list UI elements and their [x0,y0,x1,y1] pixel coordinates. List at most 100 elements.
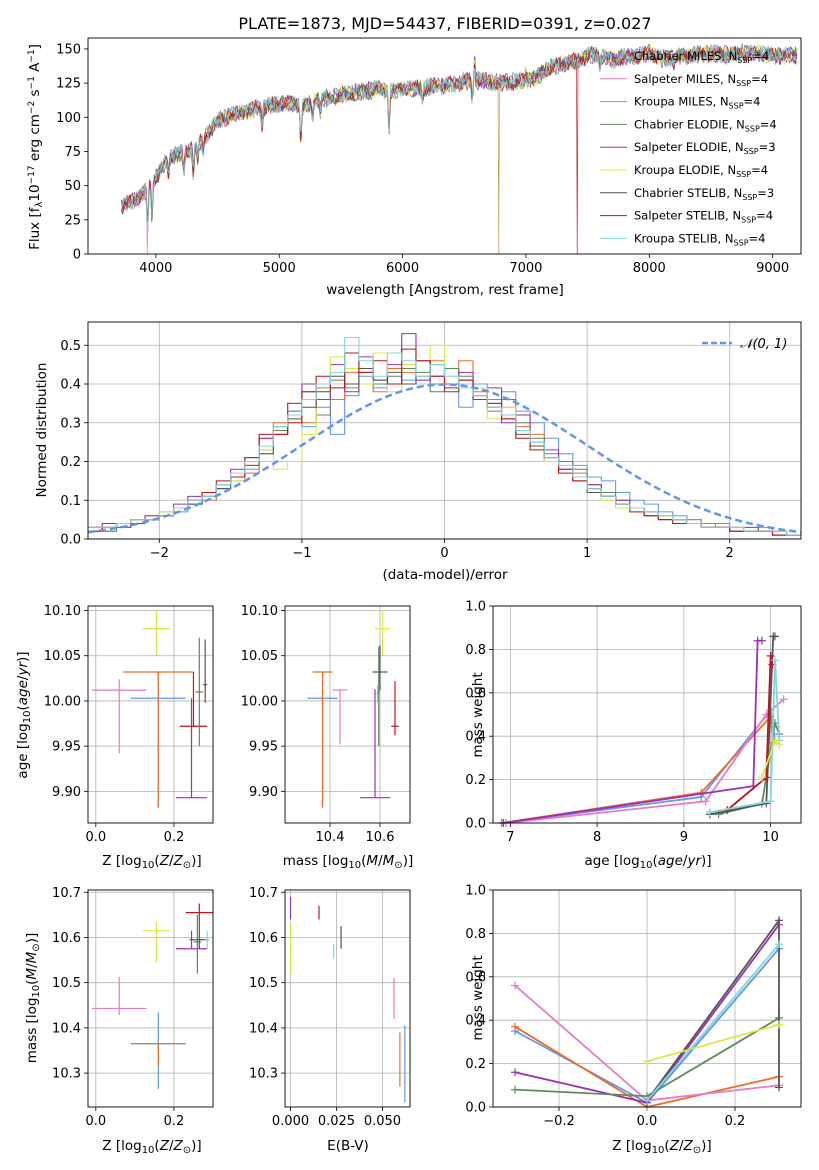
y-tick-label: 0.4 [465,1014,486,1029]
svg-text:Z [log10(Z/Z⊙)]: Z [log10(Z/Z⊙)] [102,1138,201,1156]
x-tick-label: 0.2 [164,830,185,845]
axes-frame [87,321,802,540]
residuals-x-axis-label: (data-model)/error [382,567,508,583]
weight-series-line [501,714,775,824]
x-tick-label: 9 [680,830,688,845]
errorbar-point [91,976,147,1016]
x-tick-label: 0.0 [637,1114,658,1129]
y-tick-label: 10.6 [52,931,81,946]
y-tick-label: 0.1 [60,494,81,509]
spectrum-legend: Chabrier MILES, NSSP=4 Salpeter MILES, NS… [600,49,777,247]
legend-entry-label: Kroupa STELIB, NSSP=4 [634,231,765,247]
spectrum-series-line [120,43,798,231]
y-tick-label: 150 [56,42,81,57]
spectrum-series-line [120,45,798,254]
weight-axis-label-b: mass weight [470,955,486,1040]
mass-axis-label-b: mass [log10(M/M⊙)] [24,933,42,1063]
axes-frame [492,605,802,824]
y-tick-label: 0.3 [60,416,81,431]
x-tick-label: −0.2 [543,1114,575,1129]
svg-text:E(B-V): E(B-V) [327,1138,369,1154]
x-tick-label: 10 [762,830,779,845]
svg-text:Z [log10(Z/Z⊙)]: Z [log10(Z/Z⊙)] [612,1138,711,1156]
x-tick-label: −1 [292,546,311,561]
y-tick-label: 1.0 [465,884,486,899]
y-tick-label: 10.5 [52,976,81,991]
y-tick-label: 50 [64,179,81,194]
weight-series [502,695,788,827]
y-tick-label: 0 [73,248,81,263]
y-tick-label: 25 [64,213,81,228]
axes-frame [284,889,411,1108]
svg-text:mass [log10(M/M⊙)]: mass [log10(M/M⊙)] [283,853,413,871]
y-tick-label: 0.2 [60,455,81,470]
errorbar-point [332,689,348,745]
axes-frame [87,37,802,255]
y-tick-label: 10.05 [241,649,278,664]
x-tick-label: 8000 [633,261,666,276]
x-tick-label: 6000 [386,261,419,276]
x-tick-label: 0.050 [364,1114,401,1129]
x-tick-label: 8 [593,830,601,845]
y-tick-label: 0.8 [465,927,486,942]
residuals-legend: 𝒩(0, 1) [702,337,787,352]
x-tick-label: 0 [440,546,448,561]
legend-entry-label: Kroupa MILES, NSSP=4 [634,95,760,111]
weight-series-line [503,639,762,824]
legend-entry-label: Chabrier MILES, NSSP=4 [634,49,769,65]
weight-series [643,940,783,1105]
x-tick-label: 9000 [756,261,789,276]
y-tick-label: 10.7 [249,886,278,901]
weight-vs-age-panel: 7 8 9 10 0.0 0.2 0.4 0.6 0.8 1.0 [465,600,802,845]
errorbar-point [375,610,390,656]
normal-reference-curve [87,383,802,534]
errorbar-point [123,671,194,808]
axes-frame [87,605,214,824]
weight-series [757,736,784,782]
y-tick-label: 0.6 [465,970,486,985]
errorbar-point [130,1043,186,1067]
z-axis-label-a: Z [log10(Z/Z⊙)] [102,853,201,871]
y-tick-label: 10.00 [241,694,278,709]
spectrum-panel: PLATE=1873, MJD=54437, FIBERID=0391, z=0… [27,14,802,298]
weight-series [643,916,783,1105]
axes-frame [284,605,411,824]
z-axis-label-c: Z [log10(Z/Z⊙)] [612,1138,711,1156]
weight-vs-metallicity-panel: −0.2 0.0 0.2 0.0 0.2 0.4 0.6 0.8 1.0 [465,884,802,1129]
age-axis-label-a: age [log10(age/yr)] [15,651,33,778]
errorbar-point [175,698,208,799]
weight-series-line [646,943,780,1102]
weight-series [499,636,766,827]
spectrum-x-axis-label: wavelength [Angstrom, rest frame] [326,282,564,298]
errorbar-point [195,637,204,747]
y-tick-label: 0.2 [465,1057,486,1072]
weight-series-line [646,917,780,1102]
age-axis-label-b: age [log10(age/yr)] [584,853,711,871]
y-tick-label: 0.0 [465,817,486,832]
legend-entry-label: Salpeter STELIB, NSSP=4 [634,209,773,225]
y-tick-label: 10.05 [44,649,81,664]
axes-frame [87,889,214,1108]
x-tick-label: 7000 [509,261,542,276]
spectrum-y-axis-label: Flux [fλ10−17 erg cm−2 s−1 A−1] [27,44,45,250]
svg-text:Z [log10(Z/Z⊙)]: Z [log10(Z/Z⊙)] [102,853,201,871]
y-tick-label: 0.4 [465,730,486,745]
y-tick-label: 9.95 [249,740,278,755]
figure-title: PLATE=1873, MJD=54437, FIBERID=0391, z=0… [238,14,651,33]
x-tick-label: 0.000 [272,1114,309,1129]
weight-series-line [709,660,781,813]
y-tick-label: 0.6 [465,686,486,701]
errorbar-point [142,921,171,963]
x-tick-label: 0.2 [164,1114,185,1129]
mass-vs-metallicity-panel: 0.0 0.2 10.3 10.4 10.5 10.6 10.7 [52,886,214,1129]
y-tick-label: 0.8 [465,643,486,658]
x-tick-label: 4000 [139,261,172,276]
weight-series-line [646,1023,780,1063]
x-tick-label: 0.0 [85,1114,106,1129]
y-tick-label: 10.5 [249,976,278,991]
y-tick-label: 10.10 [241,604,278,619]
legend-entry-label: Chabrier ELODIE, NSSP=4 [634,117,777,133]
errorbar-point [372,644,388,691]
y-tick-label: 10.4 [52,1021,81,1036]
residuals-panel: −2 −1 0 1 2 0.0 0.1 0.2 0.3 0.4 0.5 (data-model)/e… [34,321,802,583]
